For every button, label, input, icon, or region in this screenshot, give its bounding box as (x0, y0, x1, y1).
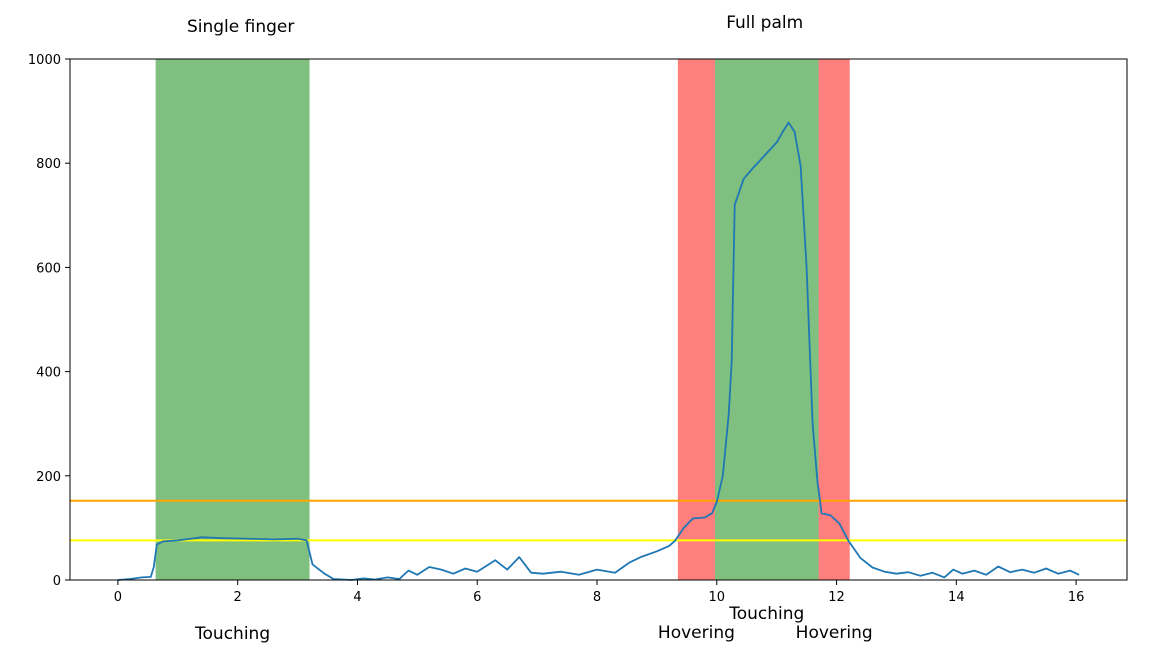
y-tick-label: 600 (36, 261, 61, 276)
y-tick-label: 200 (36, 470, 61, 485)
shaded-regions (155, 59, 850, 580)
plot-frame (69, 58, 1128, 581)
x-tick-label: 10 (709, 590, 726, 605)
y-tick-label: 800 (36, 157, 61, 172)
region-label: Hovering (658, 623, 735, 643)
y-tick-label: 1000 (28, 53, 61, 68)
x-tick-label: 8 (593, 590, 601, 605)
y-tick-label: 0 (53, 574, 61, 589)
x-tick-label: 2 (234, 590, 242, 605)
region-label: Touching (194, 624, 270, 644)
region-0 (155, 59, 310, 580)
annotation-title: Full palm (726, 13, 803, 33)
series-group (117, 121, 1080, 581)
axes: 0 2 4 6 8 10 12 14 16 0 200 400 600 800 1000 (28, 53, 1084, 605)
series-line-0 (117, 121, 1080, 581)
x-tick-label: 4 (353, 590, 361, 605)
x-tick-label: 6 (473, 590, 481, 605)
y-tick-label: 400 (36, 366, 61, 381)
x-tick-label: 16 (1068, 590, 1085, 605)
x-tick-label: 12 (828, 590, 845, 605)
x-tick-label: 14 (948, 590, 965, 605)
region-label: Hovering (796, 623, 873, 643)
x-tick-label: 0 (114, 590, 122, 605)
threshold-lines (70, 499, 1127, 542)
region-label: Touching (728, 604, 804, 624)
region-3 (818, 59, 850, 580)
region-2 (714, 59, 819, 580)
annotation-title: Single finger (187, 17, 294, 37)
region-1 (677, 59, 715, 580)
